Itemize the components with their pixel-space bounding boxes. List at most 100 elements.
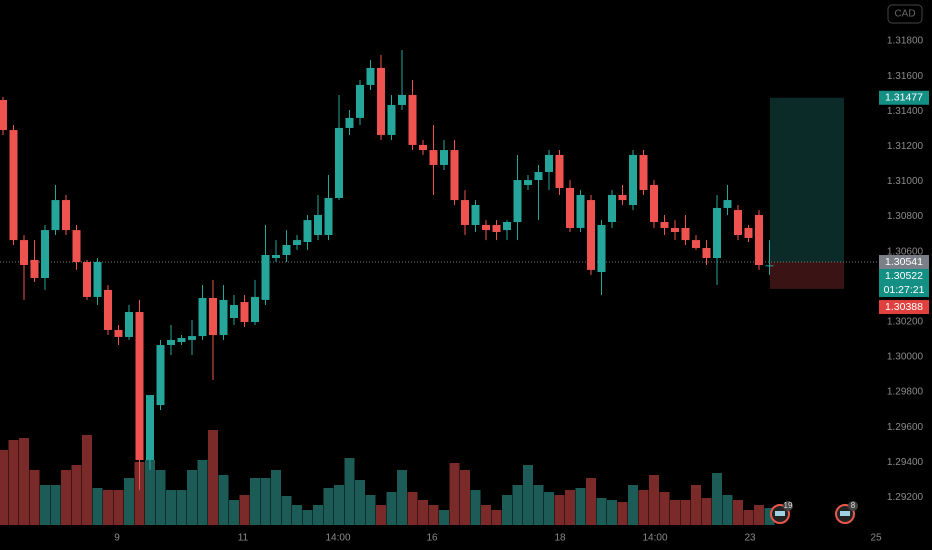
volume-bar xyxy=(565,490,575,525)
volume-bar xyxy=(460,470,470,525)
candle-body xyxy=(744,227,753,238)
candle-body xyxy=(198,297,207,337)
volume-bar xyxy=(649,475,659,525)
volume-bar xyxy=(313,505,323,525)
volume-bar xyxy=(691,485,701,525)
x-tick-label: 16 xyxy=(426,533,438,544)
y-tick-label: 1.30800 xyxy=(887,211,924,222)
candle-body xyxy=(671,227,679,233)
candle-body xyxy=(41,230,49,278)
candle-body xyxy=(492,224,501,233)
volume-bar xyxy=(302,510,313,525)
x-tick-label: 14:00 xyxy=(642,533,667,544)
candle-body xyxy=(219,299,228,336)
candle-body xyxy=(303,220,312,243)
volume-bar xyxy=(701,498,712,525)
candle-body xyxy=(293,240,301,245)
volume-bar xyxy=(428,505,439,525)
volume-bar xyxy=(71,465,82,525)
candle-body xyxy=(660,222,669,228)
volume-bar xyxy=(365,495,376,525)
volume-bar xyxy=(617,502,628,525)
candle-body xyxy=(482,224,490,231)
candle-body xyxy=(156,345,165,406)
volume-bar xyxy=(134,462,145,525)
volume-bar xyxy=(502,495,512,525)
volume-bar xyxy=(418,500,428,525)
volume-bar xyxy=(124,478,134,525)
volume-bar xyxy=(0,450,8,525)
y-tick-label: 1.31400 xyxy=(887,106,924,117)
volume-bar xyxy=(187,470,197,525)
volume-bar xyxy=(481,505,491,525)
candle-body xyxy=(20,240,28,265)
y-tick-label: 1.30200 xyxy=(887,317,924,328)
volume-bar xyxy=(680,500,691,525)
volume-bar xyxy=(271,470,281,525)
candle-body xyxy=(314,214,322,235)
volume-bar xyxy=(323,488,334,525)
volume-bar xyxy=(554,495,565,525)
target-zone xyxy=(770,97,844,263)
candle-body xyxy=(51,200,60,231)
x-tick-label: 18 xyxy=(554,533,566,544)
candle-body xyxy=(240,302,249,323)
symbol-badge[interactable] xyxy=(887,4,923,24)
y-tick-label: 1.29200 xyxy=(887,492,924,503)
candle-body xyxy=(83,262,91,297)
volume-bar xyxy=(470,490,481,525)
candle-body xyxy=(345,117,354,128)
candle-body xyxy=(440,150,448,165)
volume-bar xyxy=(628,485,638,525)
volume-bar xyxy=(61,470,71,525)
candle-body xyxy=(104,289,112,330)
stop-badge-text: 1.30388 xyxy=(885,301,923,313)
candle-body xyxy=(555,154,564,188)
candle-body xyxy=(461,200,469,225)
volume-bar xyxy=(449,463,460,525)
candle-body xyxy=(177,338,186,343)
volume-bar xyxy=(145,460,155,525)
candle-body xyxy=(146,395,154,460)
volume-bar xyxy=(376,505,386,525)
target-badge-text: 1.31477 xyxy=(885,92,923,104)
volume-bar xyxy=(533,485,544,525)
candle-body xyxy=(566,187,574,228)
candle-body xyxy=(398,94,406,105)
y-tick-label: 1.31800 xyxy=(887,36,924,47)
candle-body xyxy=(114,329,123,337)
candle-body xyxy=(272,254,280,258)
y-tick-label: 1.31200 xyxy=(887,141,924,152)
volume-bar xyxy=(239,495,250,525)
volume-bar xyxy=(334,485,344,525)
candle-body xyxy=(734,210,742,235)
event-glyph xyxy=(775,511,785,516)
volume-bar xyxy=(743,510,754,525)
event-count: 19 xyxy=(784,501,793,510)
volume-bar xyxy=(544,492,554,525)
volume-bar xyxy=(670,500,680,525)
event-count: 8 xyxy=(851,501,856,510)
volume-bar xyxy=(407,492,418,525)
candle-body xyxy=(608,194,616,223)
candle-body xyxy=(9,130,18,241)
y-tick-label: 1.29800 xyxy=(887,387,924,398)
candle-body xyxy=(429,150,438,165)
candle-body xyxy=(618,194,627,201)
candle-body xyxy=(230,305,238,318)
candle-body xyxy=(755,214,763,265)
candle-body xyxy=(597,224,606,273)
volume-bar xyxy=(92,488,103,525)
candle-body xyxy=(282,244,291,255)
volume-bar xyxy=(344,458,355,525)
y-tick-label: 1.29600 xyxy=(887,422,924,433)
volume-bar xyxy=(638,490,649,525)
volume-bar xyxy=(197,460,208,525)
event-glyph xyxy=(840,511,850,516)
volume-bar xyxy=(712,473,722,525)
candle-body xyxy=(356,84,364,118)
volume-bar xyxy=(281,496,292,525)
volume-bar xyxy=(586,478,596,525)
candle-body xyxy=(534,171,543,181)
candle-body xyxy=(30,259,39,278)
